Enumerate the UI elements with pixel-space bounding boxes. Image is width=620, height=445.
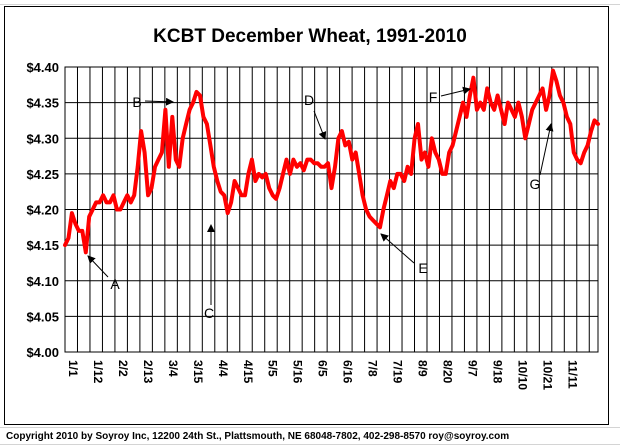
x-tick-label: 10/21 xyxy=(540,360,554,390)
x-tick-label: 7/8 xyxy=(366,360,380,377)
x-tick-label: 6/5 xyxy=(316,360,330,377)
series-line xyxy=(63,68,600,255)
annotation-arrow-g xyxy=(539,123,554,176)
y-tick-label: $4.40 xyxy=(26,60,59,75)
chart-title: KCBT December Wheat, 1991-2010 xyxy=(153,26,467,47)
annotations: A B C D E F G xyxy=(87,86,554,321)
annotation-label-f: F xyxy=(429,89,438,105)
x-tick-label: 2/13 xyxy=(141,360,155,384)
x-tick-label: 4/4 xyxy=(216,360,230,377)
x-tick-label: 8/20 xyxy=(440,360,454,384)
annotation-label-a: A xyxy=(110,276,120,292)
x-tick-label: 5/5 xyxy=(266,360,280,377)
x-tick-label: 1/1 xyxy=(66,360,80,377)
x-tick-label: 3/15 xyxy=(191,360,205,384)
x-tick-label: 6/16 xyxy=(341,360,355,384)
y-tick-label: $4.05 xyxy=(26,309,59,324)
y-tick-label: $4.30 xyxy=(26,131,59,146)
annotation-label-b: B xyxy=(132,94,141,110)
annotation-arrow-f xyxy=(440,86,471,97)
x-tick-label: 8/9 xyxy=(416,360,430,377)
y-tick-label: $4.35 xyxy=(26,96,59,111)
y-tick-label: $4.25 xyxy=(26,167,59,182)
horizontal-gridlines xyxy=(65,66,598,353)
annotation-label-e: E xyxy=(418,260,427,276)
y-tick-label: $4.10 xyxy=(26,274,59,289)
annotation-arrow-b xyxy=(144,97,174,106)
x-tick-label: 5/16 xyxy=(291,360,305,384)
y-tick-label: $4.00 xyxy=(26,345,59,360)
x-tick-label: 11/11 xyxy=(565,360,579,389)
y-tick-label: $4.20 xyxy=(26,203,59,218)
x-tick-label: 4/15 xyxy=(241,360,255,384)
x-tick-label: 2/2 xyxy=(116,360,130,377)
x-tick-label: 9/7 xyxy=(465,360,479,377)
x-tick-label: 1/12 xyxy=(91,360,105,384)
annotation-arrow-e xyxy=(380,233,415,264)
price-series xyxy=(63,68,600,255)
x-tick-label: 10/10 xyxy=(515,360,529,390)
y-tick-label: $4.15 xyxy=(26,238,59,253)
annotation-label-d: D xyxy=(304,92,314,108)
x-tick-label: 7/19 xyxy=(391,360,405,384)
x-tick-label: 9/18 xyxy=(490,360,504,384)
annotation-arrow-d xyxy=(313,110,327,140)
annotation-label-c: C xyxy=(204,305,214,321)
x-axis-tick-labels: 1/1 1/12 2/2 2/13 3/4 3/15 4/4 4/15 5/5 5/16 6/5 6/… xyxy=(66,360,579,390)
annotation-label-g: G xyxy=(530,176,541,192)
annotation-arrow-a xyxy=(87,255,109,278)
y-axis-tick-labels: $4.00 $4.05 $4.10 $4.15 $4.20 $4.25 $4.30 $4.35… xyxy=(26,60,59,360)
x-tick-label: 3/4 xyxy=(166,360,180,377)
copyright-footer: Copyright 2010 by Soyroy Inc, 12200 24th… xyxy=(6,431,509,442)
